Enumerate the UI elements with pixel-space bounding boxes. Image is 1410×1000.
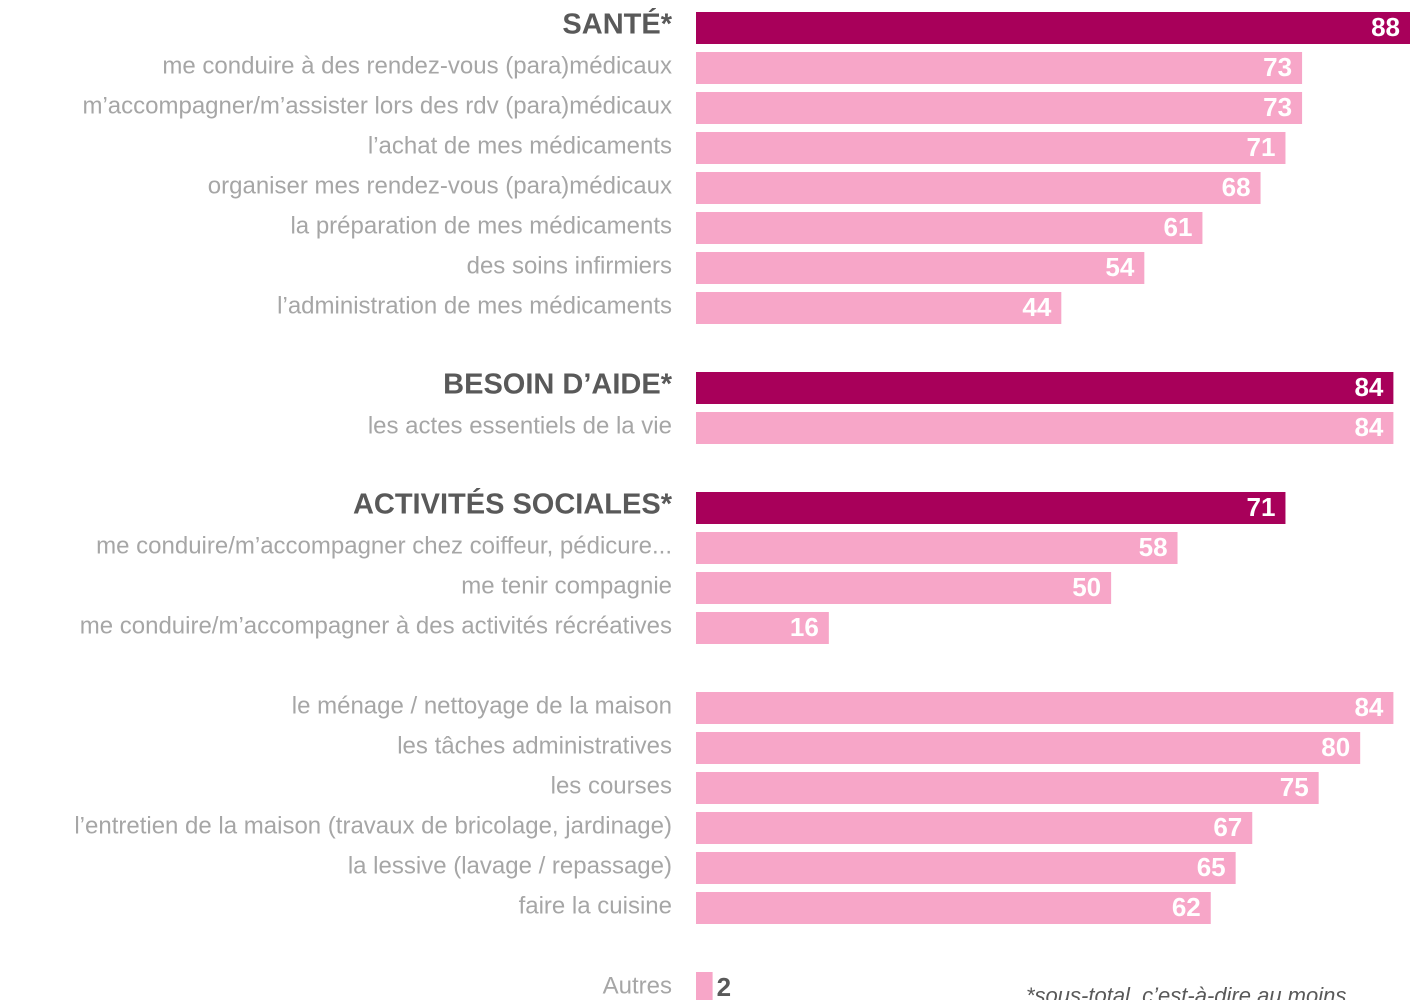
- value-label: 84: [1354, 412, 1383, 442]
- bar: [696, 572, 1112, 604]
- bar: [696, 172, 1261, 204]
- value-label: 84: [1354, 372, 1383, 402]
- bar: [696, 892, 1211, 924]
- bar: [696, 372, 1394, 404]
- value-label: 16: [790, 612, 819, 642]
- category-label: les actes essentiels de la vie: [368, 412, 672, 439]
- value-label: 80: [1321, 732, 1350, 762]
- bar: [696, 772, 1319, 804]
- bar: [696, 492, 1286, 524]
- value-label: 62: [1172, 892, 1201, 922]
- value-label: 73: [1263, 52, 1292, 82]
- category-label: le ménage / nettoyage de la maison: [292, 692, 672, 719]
- category-label: me conduire/m’accompagner chez coiffeur,…: [96, 532, 672, 559]
- category-label: ACTIVITÉS SOCIALES*: [353, 487, 673, 521]
- value-label: 2: [717, 972, 731, 1000]
- bar: [696, 412, 1394, 444]
- category-label: BESOIN D’AIDE*: [443, 369, 673, 401]
- category-label: m’accompagner/m’assister lors des rdv (p…: [82, 92, 672, 119]
- bar: [696, 852, 1236, 884]
- category-label: l’administration de mes médicaments: [277, 292, 672, 319]
- bar: [696, 52, 1303, 84]
- value-label: 54: [1105, 252, 1134, 282]
- category-label: l’entretien de la maison (travaux de bri…: [74, 812, 672, 839]
- bar: [696, 532, 1178, 564]
- category-label: les tâches administratives: [397, 732, 672, 759]
- bar: [696, 612, 829, 644]
- bar: [696, 692, 1394, 724]
- value-label: 44: [1022, 292, 1051, 322]
- category-label: me conduire à des rendez-vous (para)médi…: [162, 52, 672, 79]
- value-label: 71: [1247, 492, 1276, 522]
- value-label: 65: [1197, 852, 1226, 882]
- value-label: 68: [1222, 172, 1251, 202]
- bar: [696, 132, 1286, 164]
- category-label: organiser mes rendez-vous (para)médicaux: [208, 172, 672, 199]
- category-label: SANTÉ*: [562, 7, 672, 41]
- category-label: la préparation de mes médicaments: [290, 212, 672, 239]
- bar: [696, 252, 1145, 284]
- bar: [696, 92, 1303, 124]
- value-label: 61: [1164, 212, 1193, 242]
- category-label: la lessive (lavage / repassage): [348, 852, 672, 879]
- value-label: 84: [1354, 692, 1383, 722]
- value-label: 67: [1213, 812, 1242, 842]
- value-label: 50: [1072, 572, 1101, 602]
- value-label: 71: [1247, 132, 1276, 162]
- value-label: 88: [1371, 12, 1400, 42]
- value-label: 58: [1139, 532, 1168, 562]
- bar: [696, 812, 1253, 844]
- bar: [696, 292, 1062, 324]
- category-label: me tenir compagnie: [461, 572, 672, 599]
- bar: [696, 12, 1410, 44]
- category-label: Autres: [603, 972, 672, 999]
- footnote: *sous-total, c’est-à-dire au moins: [1026, 983, 1346, 1000]
- bar: [696, 212, 1203, 244]
- category-label: faire la cuisine: [519, 892, 672, 919]
- category-label: l’achat de mes médicaments: [368, 132, 672, 159]
- bar: [696, 972, 713, 1000]
- value-label: 73: [1263, 92, 1292, 122]
- value-label: 75: [1280, 772, 1309, 802]
- category-label: les courses: [551, 772, 672, 799]
- category-label: des soins infirmiers: [467, 252, 672, 279]
- bar: [696, 732, 1361, 764]
- category-label: me conduire/m’accompagner à des activité…: [80, 612, 672, 639]
